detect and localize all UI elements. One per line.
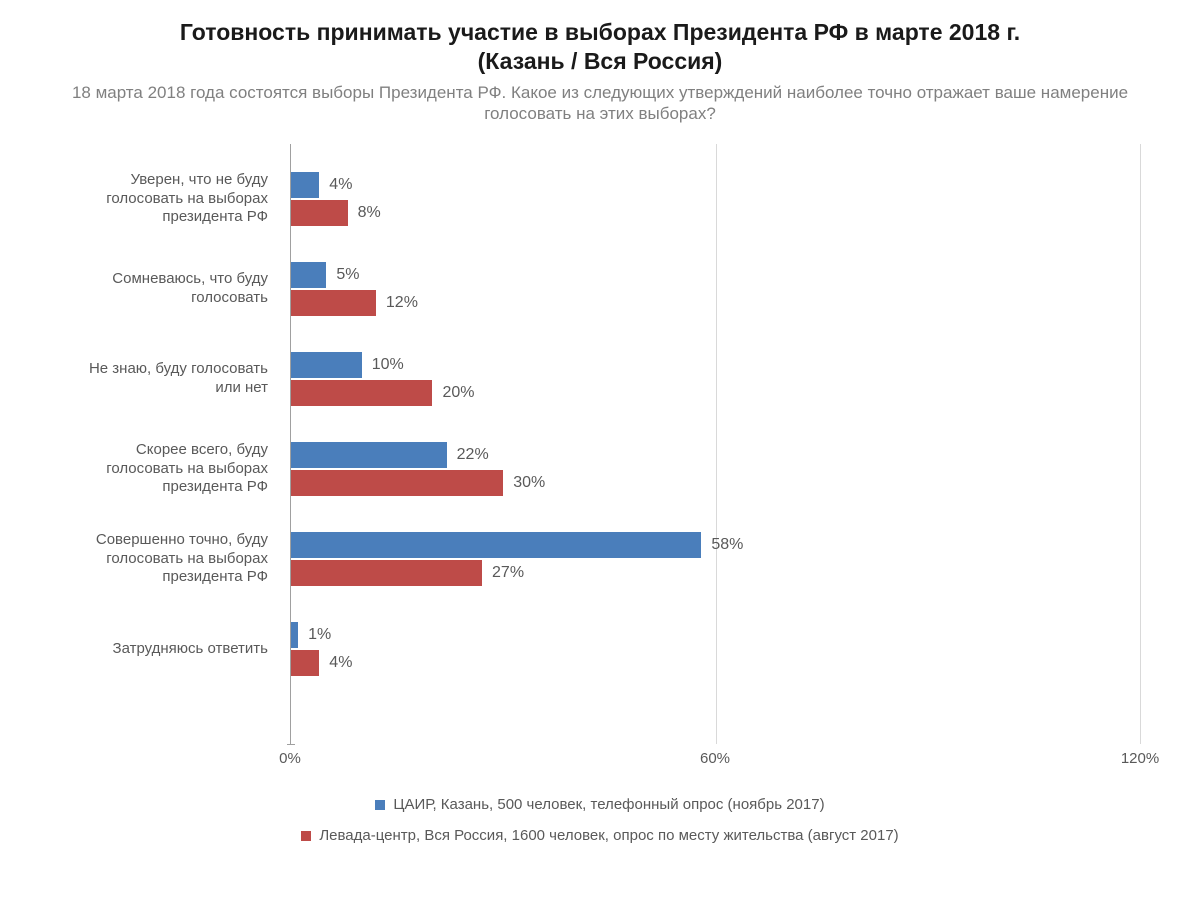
bar-value-label: 8% bbox=[358, 200, 381, 226]
x-tick-label: 60% bbox=[700, 750, 730, 767]
legend-swatch-a bbox=[375, 800, 385, 810]
bar-series-b: 8% bbox=[291, 200, 348, 226]
bar-series-a: 4% bbox=[291, 172, 319, 198]
bar-value-label: 27% bbox=[492, 560, 524, 586]
chart-area: Уверен, что не буду голосовать на выбора… bbox=[60, 144, 1140, 774]
gridline bbox=[1140, 144, 1141, 744]
title-line-1: Готовность принимать участие в выборах П… bbox=[180, 19, 1020, 45]
category-label: Уверен, что не буду голосовать на выбора… bbox=[61, 154, 276, 244]
bar-value-label: 4% bbox=[329, 650, 352, 676]
x-axis: 0%60%120% bbox=[290, 744, 1140, 774]
bar-series-a: 1% bbox=[291, 622, 298, 648]
bar-series-a: 10% bbox=[291, 352, 362, 378]
category-label: Затрудняюсь ответить bbox=[61, 604, 276, 694]
bar-value-label: 5% bbox=[336, 262, 359, 288]
category-label: Совершенно точно, буду голосовать на выб… bbox=[61, 514, 276, 604]
category-label: Скорее всего, буду голосовать на выборах… bbox=[61, 424, 276, 514]
legend-item-b: Левада-центр, Вся Россия, 1600 человек, … bbox=[301, 827, 898, 844]
category-label: Сомневаюсь, что буду голосовать bbox=[61, 244, 276, 334]
bar-series-a: 5% bbox=[291, 262, 326, 288]
plot-region: Уверен, что не буду голосовать на выбора… bbox=[290, 144, 1140, 744]
bar-value-label: 58% bbox=[711, 532, 743, 558]
legend-swatch-b bbox=[301, 831, 311, 841]
bar-series-b: 4% bbox=[291, 650, 319, 676]
legend-label-b: Левада-центр, Вся Россия, 1600 человек, … bbox=[319, 827, 898, 844]
bar-value-label: 10% bbox=[372, 352, 404, 378]
category-group: Не знаю, буду голосовать или нет10%20% bbox=[291, 334, 1140, 424]
bar-series-a: 22% bbox=[291, 442, 447, 468]
x-tick-label: 0% bbox=[279, 750, 301, 767]
bar-series-b: 12% bbox=[291, 290, 376, 316]
bar-value-label: 4% bbox=[329, 172, 352, 198]
bar-value-label: 20% bbox=[442, 380, 474, 406]
bar-value-label: 30% bbox=[513, 470, 545, 496]
legend: ЦАИР, Казань, 500 человек, телефонный оп… bbox=[30, 796, 1170, 844]
category-label: Не знаю, буду голосовать или нет bbox=[61, 334, 276, 424]
bar-series-a: 58% bbox=[291, 532, 701, 558]
category-group: Уверен, что не буду голосовать на выбора… bbox=[291, 154, 1140, 244]
category-group: Затрудняюсь ответить1%4% bbox=[291, 604, 1140, 694]
category-group: Скорее всего, буду голосовать на выборах… bbox=[291, 424, 1140, 514]
x-tick-label: 120% bbox=[1121, 750, 1159, 767]
chart-subtitle: 18 марта 2018 года состоятся выборы През… bbox=[30, 82, 1170, 125]
bar-series-b: 30% bbox=[291, 470, 503, 496]
bar-value-label: 22% bbox=[457, 442, 489, 468]
legend-item-a: ЦАИР, Казань, 500 человек, телефонный оп… bbox=[375, 796, 824, 813]
bar-series-b: 27% bbox=[291, 560, 482, 586]
bar-value-label: 1% bbox=[308, 622, 331, 648]
category-group: Совершенно точно, буду голосовать на выб… bbox=[291, 514, 1140, 604]
bar-value-label: 12% bbox=[386, 290, 418, 316]
chart-title: Готовность принимать участие в выборах П… bbox=[30, 18, 1170, 76]
title-line-2: (Казань / Вся Россия) bbox=[478, 48, 723, 74]
legend-label-a: ЦАИР, Казань, 500 человек, телефонный оп… bbox=[393, 796, 824, 813]
category-group: Сомневаюсь, что буду голосовать5%12% bbox=[291, 244, 1140, 334]
bar-series-b: 20% bbox=[291, 380, 432, 406]
